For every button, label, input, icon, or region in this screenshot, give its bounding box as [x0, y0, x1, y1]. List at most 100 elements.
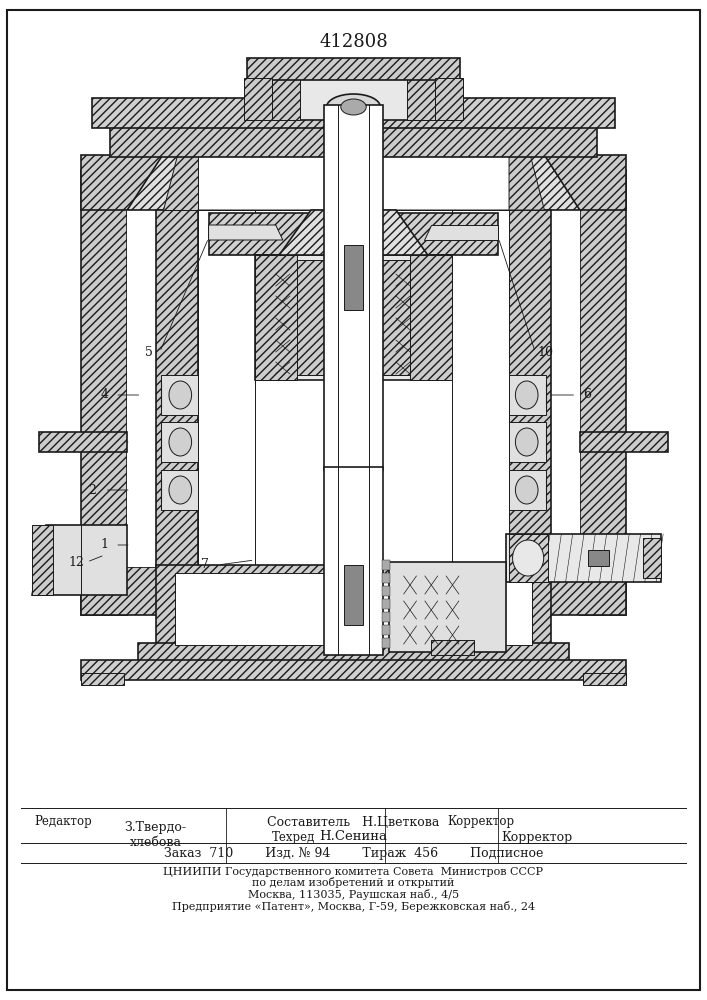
- Polygon shape: [156, 210, 198, 567]
- Polygon shape: [583, 673, 626, 685]
- Polygon shape: [382, 612, 390, 622]
- Polygon shape: [435, 78, 463, 120]
- Polygon shape: [272, 65, 435, 120]
- Text: З.Твердо-
хлебова: З.Твердо- хлебова: [124, 821, 187, 849]
- Ellipse shape: [327, 94, 380, 120]
- Polygon shape: [509, 470, 546, 510]
- Ellipse shape: [513, 540, 544, 576]
- Text: 7: 7: [201, 558, 209, 572]
- Polygon shape: [382, 260, 410, 375]
- Polygon shape: [81, 170, 127, 615]
- Polygon shape: [410, 255, 452, 380]
- Text: 412808: 412808: [319, 33, 388, 51]
- Polygon shape: [198, 210, 255, 567]
- Polygon shape: [452, 210, 509, 567]
- Text: Н.Сенина: Н.Сенина: [320, 830, 387, 844]
- Text: 2: 2: [88, 484, 96, 496]
- Text: 11: 11: [436, 258, 452, 271]
- Polygon shape: [247, 58, 460, 80]
- Polygon shape: [255, 255, 452, 380]
- Polygon shape: [272, 65, 300, 120]
- Polygon shape: [389, 562, 506, 652]
- Polygon shape: [431, 640, 474, 655]
- Ellipse shape: [515, 476, 538, 504]
- Polygon shape: [209, 225, 283, 240]
- Polygon shape: [297, 260, 325, 375]
- Polygon shape: [509, 155, 544, 210]
- Text: 9: 9: [619, 542, 628, 554]
- Text: 8: 8: [303, 621, 312, 635]
- Ellipse shape: [169, 428, 192, 456]
- Text: Корректор: Корректор: [448, 816, 514, 828]
- Polygon shape: [127, 155, 580, 210]
- Polygon shape: [580, 170, 626, 615]
- Text: Техред: Техред: [271, 830, 315, 844]
- Polygon shape: [382, 586, 390, 596]
- Polygon shape: [32, 525, 127, 595]
- Polygon shape: [382, 599, 390, 609]
- Polygon shape: [544, 210, 580, 567]
- Polygon shape: [643, 538, 661, 578]
- Polygon shape: [509, 422, 546, 462]
- Polygon shape: [175, 573, 532, 645]
- Polygon shape: [279, 210, 428, 255]
- Polygon shape: [161, 422, 198, 462]
- Text: 1: 1: [100, 538, 109, 552]
- Polygon shape: [7, 10, 700, 990]
- Ellipse shape: [169, 476, 192, 504]
- Text: по делам изобретений и открытий: по делам изобретений и открытий: [252, 878, 455, 888]
- Text: Корректор: Корректор: [502, 830, 573, 844]
- Polygon shape: [382, 560, 390, 570]
- Polygon shape: [344, 245, 363, 310]
- Ellipse shape: [341, 99, 366, 115]
- Polygon shape: [81, 660, 626, 680]
- Polygon shape: [244, 78, 272, 120]
- Polygon shape: [407, 65, 435, 120]
- Polygon shape: [506, 534, 661, 582]
- Polygon shape: [81, 155, 626, 210]
- Polygon shape: [110, 119, 597, 157]
- Polygon shape: [509, 375, 546, 415]
- Polygon shape: [382, 573, 390, 583]
- Polygon shape: [255, 255, 297, 380]
- Text: 5: 5: [144, 346, 153, 359]
- Polygon shape: [509, 534, 548, 582]
- Polygon shape: [588, 550, 609, 566]
- Polygon shape: [161, 375, 198, 415]
- Polygon shape: [509, 210, 551, 567]
- Text: Редактор: Редактор: [35, 816, 93, 828]
- Polygon shape: [382, 638, 390, 648]
- Polygon shape: [81, 673, 124, 685]
- Polygon shape: [580, 432, 668, 452]
- Ellipse shape: [515, 428, 538, 456]
- Text: Предприятие «Патент», Москва, Г-59, Бережковская наб., 24: Предприятие «Патент», Москва, Г-59, Бере…: [172, 900, 535, 912]
- Polygon shape: [163, 155, 198, 210]
- Text: Составитель   Н.Цветкова: Составитель Н.Цветкова: [267, 816, 440, 828]
- Polygon shape: [382, 625, 390, 635]
- Text: 6: 6: [583, 388, 591, 401]
- Polygon shape: [209, 213, 498, 255]
- Polygon shape: [324, 105, 383, 470]
- Text: ЦНИИПИ Государственного комитета Совета  Министров СССР: ЦНИИПИ Государственного комитета Совета …: [163, 867, 544, 877]
- Polygon shape: [127, 210, 163, 567]
- Polygon shape: [324, 467, 383, 655]
- Polygon shape: [92, 98, 615, 128]
- Text: 10: 10: [538, 346, 554, 359]
- Polygon shape: [424, 225, 498, 240]
- Polygon shape: [297, 260, 410, 375]
- Polygon shape: [161, 470, 198, 510]
- Polygon shape: [81, 567, 626, 615]
- Polygon shape: [163, 155, 544, 210]
- Text: 4: 4: [100, 388, 109, 401]
- Polygon shape: [138, 643, 569, 665]
- Polygon shape: [344, 565, 363, 625]
- Text: 3: 3: [88, 436, 96, 448]
- Text: 12: 12: [69, 556, 84, 568]
- Text: Москва, 113035, Раушская наб., 4/5: Москва, 113035, Раушская наб., 4/5: [248, 888, 459, 900]
- Polygon shape: [156, 565, 551, 655]
- Ellipse shape: [515, 381, 538, 409]
- Text: Заказ  710        Изд. № 94        Тираж  456        Подписное: Заказ 710 Изд. № 94 Тираж 456 Подписное: [164, 846, 543, 859]
- Ellipse shape: [169, 381, 192, 409]
- Polygon shape: [39, 432, 127, 452]
- Polygon shape: [32, 525, 53, 595]
